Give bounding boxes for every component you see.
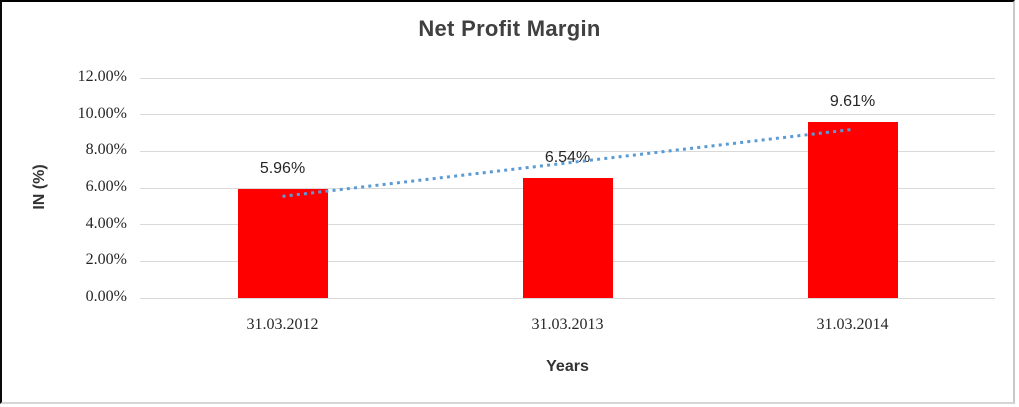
bar-31.03.2013 (522, 178, 613, 298)
bar-31.03.2014 (807, 121, 898, 298)
x-axis-tick-label: 31.03.2014 (816, 316, 889, 333)
bar-value-label: 6.54% (544, 149, 591, 167)
y-axis-tick-label: 6.00% (85, 178, 127, 195)
y-axis-tick-label: 0.00% (85, 288, 127, 305)
y-axis-tick-label: 8.00% (85, 141, 127, 159)
bar-31.03.2012 (237, 188, 328, 298)
y-axis-tick-label: 4.00% (85, 214, 127, 232)
x-axis-tick-label: 31.03.2012 (246, 316, 319, 333)
y-axis-tick-label: 12.00% (77, 68, 127, 85)
y-axis-tick-label: 10.00% (77, 104, 127, 122)
x-axis-tick-label: 31.03.2013 (531, 316, 604, 333)
x-axis-title: Years (546, 358, 589, 375)
gridline (140, 114, 995, 116)
chart-title: Net Profit Margin (418, 16, 601, 41)
bar-value-label: 9.61% (829, 92, 876, 110)
bar-value-label: 5.96% (259, 159, 306, 177)
gridline (140, 77, 995, 79)
plot-area: 5.96% 6.54% 9.61% (140, 77, 995, 299)
y-axis-tick-label: 2.00% (85, 251, 127, 269)
gridline (140, 297, 995, 299)
